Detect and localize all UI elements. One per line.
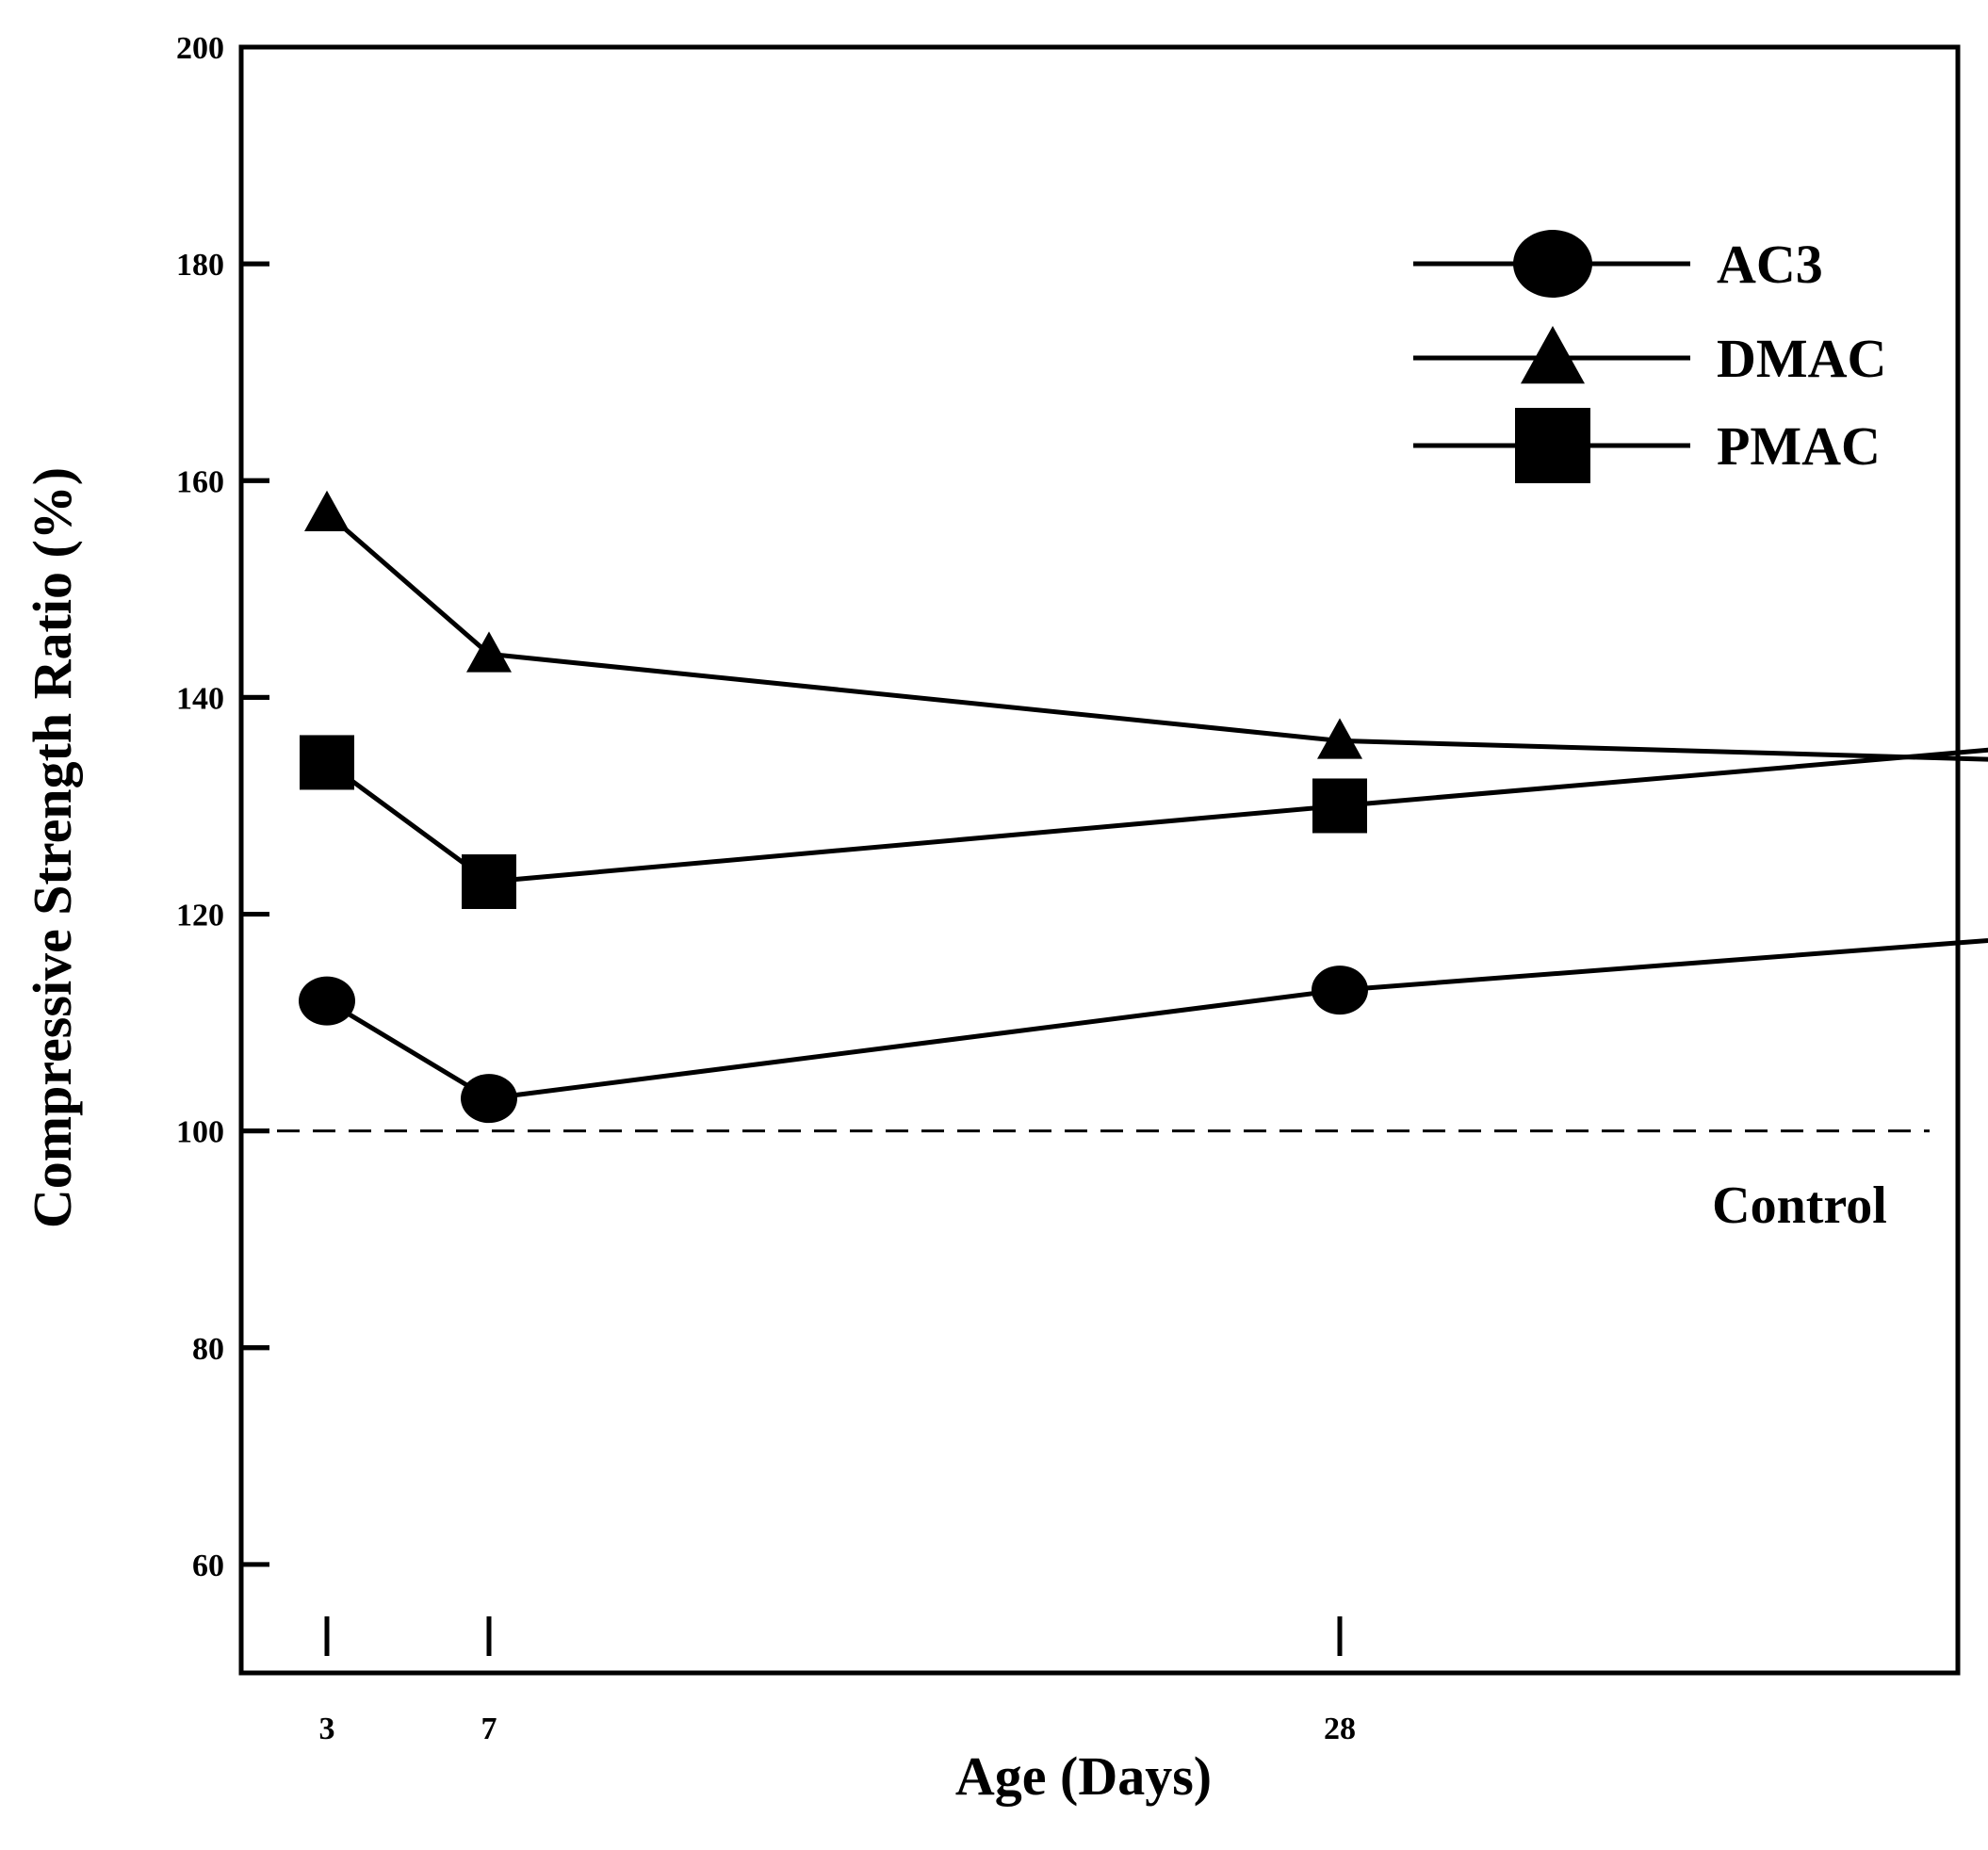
- axes: 6080100120140160180200372856: [176, 31, 1356, 1746]
- y-tick-label: 160: [176, 464, 224, 499]
- data-point-ac3: [461, 1074, 517, 1124]
- plot-frame: [238, 44, 1961, 1676]
- y-tick-label: 120: [176, 899, 224, 933]
- data-point-dmac: [304, 490, 350, 531]
- data-point-pmac: [300, 735, 354, 790]
- legend-item-ac3: AC3: [1413, 230, 1823, 298]
- y-tick-label: 140: [176, 681, 224, 716]
- y-axis-title: Compressive Strength Ratio (%): [22, 467, 83, 1228]
- y-tick-label: 60: [192, 1549, 224, 1583]
- data-point-pmac: [1312, 778, 1367, 834]
- legend-item-pmac: PMAC: [1413, 408, 1881, 483]
- x-tick-label: 28: [1324, 1712, 1356, 1746]
- legend-label-pmac: PMAC: [1717, 415, 1881, 477]
- plot-area: [238, 44, 1961, 1676]
- data-point-dmac: [466, 631, 512, 673]
- data-point-pmac: [462, 854, 516, 910]
- data-point-ac3: [1312, 966, 1368, 1015]
- x-axis-title: Age (Days): [955, 1745, 1212, 1807]
- data-point-ac3: [299, 976, 355, 1026]
- legend-label-dmac: DMAC: [1717, 328, 1886, 389]
- series-pmac: [300, 735, 1988, 910]
- data-series: [299, 490, 1988, 1124]
- x-tick-label: 3: [319, 1712, 335, 1746]
- data-point-dmac: [1317, 718, 1362, 759]
- y-tick-label: 180: [176, 248, 224, 283]
- series-line-ac3: [325, 937, 1988, 1101]
- legend-label-ac3: AC3: [1717, 234, 1823, 295]
- series-line-pmac: [325, 747, 1988, 884]
- y-tick-label: 200: [176, 31, 224, 66]
- legend: AC3 DMAC PMAC: [1413, 230, 1886, 483]
- legend-marker-pmac: [1515, 408, 1590, 483]
- y-tick-label: 80: [192, 1332, 224, 1367]
- x-tick-label: 7: [481, 1712, 497, 1746]
- y-tick-label: 100: [176, 1115, 224, 1150]
- control-label: Control: [1712, 1177, 1887, 1235]
- legend-marker-dmac: [1521, 326, 1585, 384]
- series-ac3: [299, 937, 1988, 1124]
- legend-item-dmac: DMAC: [1413, 326, 1886, 389]
- legend-marker-ac3: [1513, 230, 1592, 298]
